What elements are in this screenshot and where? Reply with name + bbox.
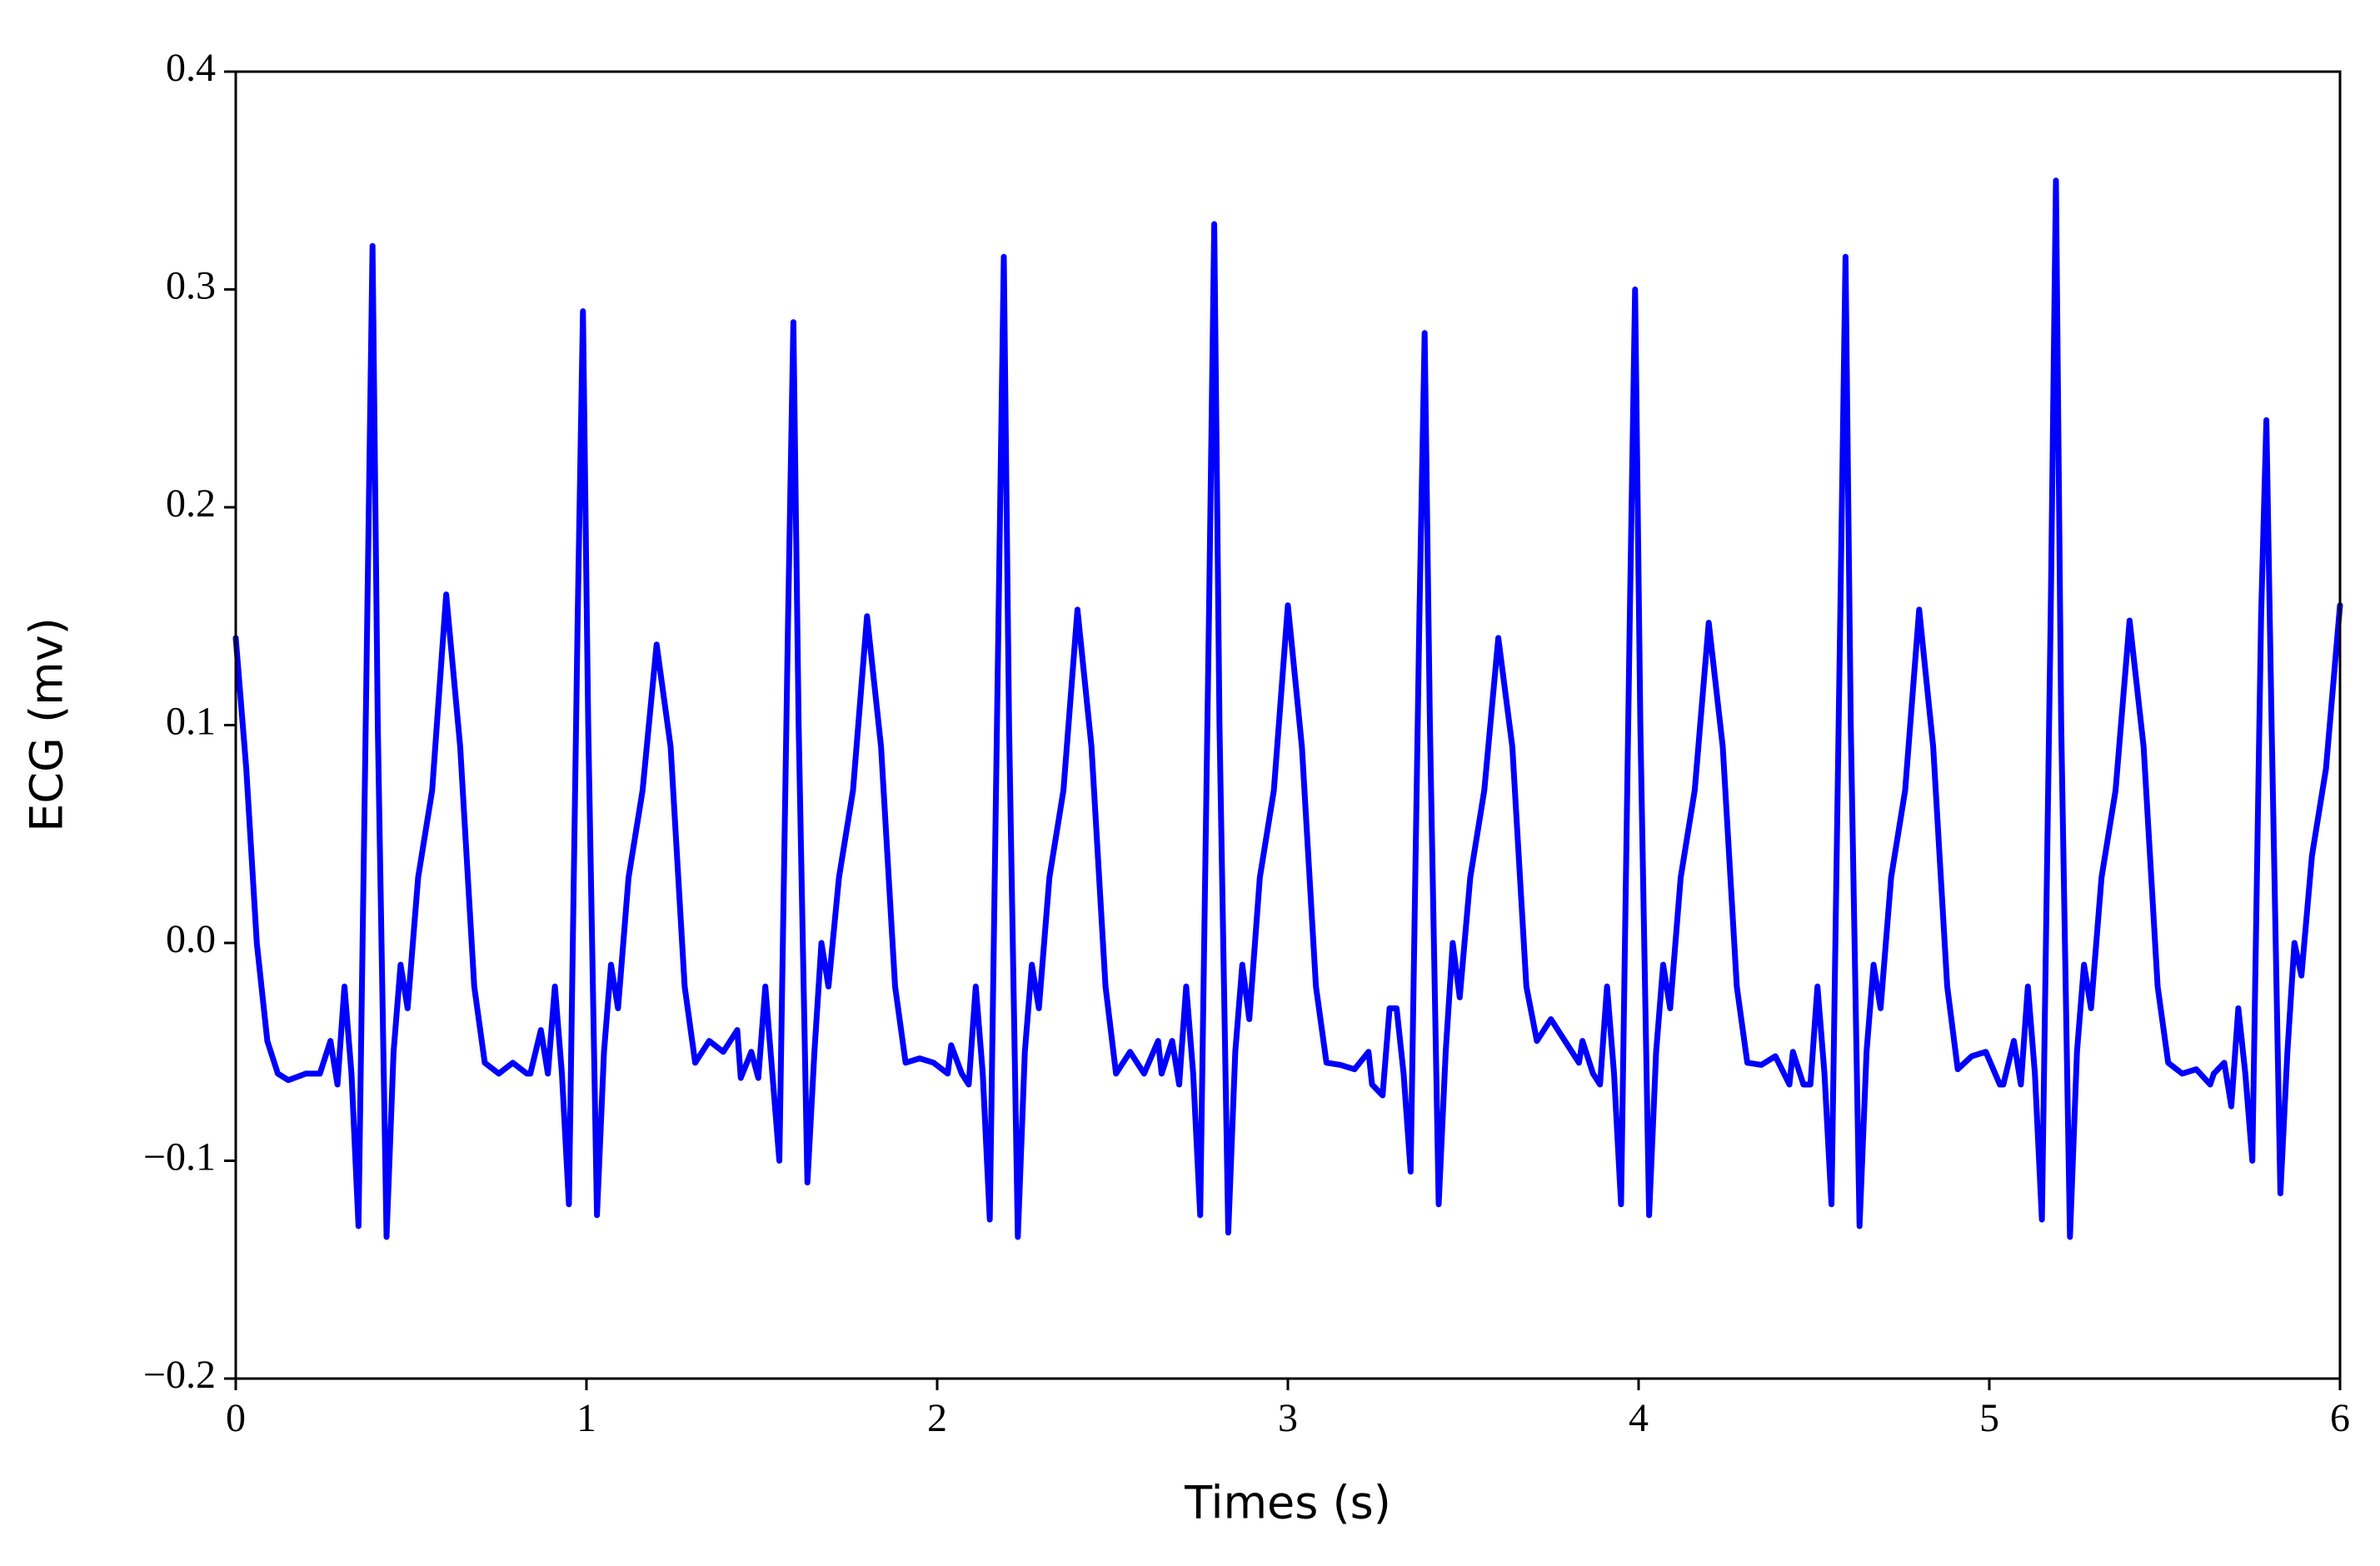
y-tick-label: −0.1 [143,1135,216,1179]
y-tick-label: 0.2 [166,481,216,526]
y-tick-label: −0.2 [143,1353,216,1397]
y-tick-label: 0.4 [166,46,216,90]
y-tick-label: 0.0 [166,917,216,961]
x-tick-label: 2 [927,1396,947,1440]
y-tick-label: 0.1 [166,700,216,744]
x-tick-label: 4 [1629,1396,1649,1440]
x-tick-label: 1 [576,1396,596,1440]
y-axis-label: ECG (mv) [21,617,73,832]
x-axis-label: Times (s) [1184,1477,1391,1529]
x-tick-label: 0 [226,1396,246,1440]
x-tick-label: 5 [1979,1396,1999,1440]
plot-frame [234,70,2342,1380]
x-tick-label: 6 [2330,1396,2350,1440]
x-tick-label: 3 [1278,1396,1298,1440]
ecg-line [232,177,2343,1240]
y-tick-label: 0.3 [166,264,216,308]
